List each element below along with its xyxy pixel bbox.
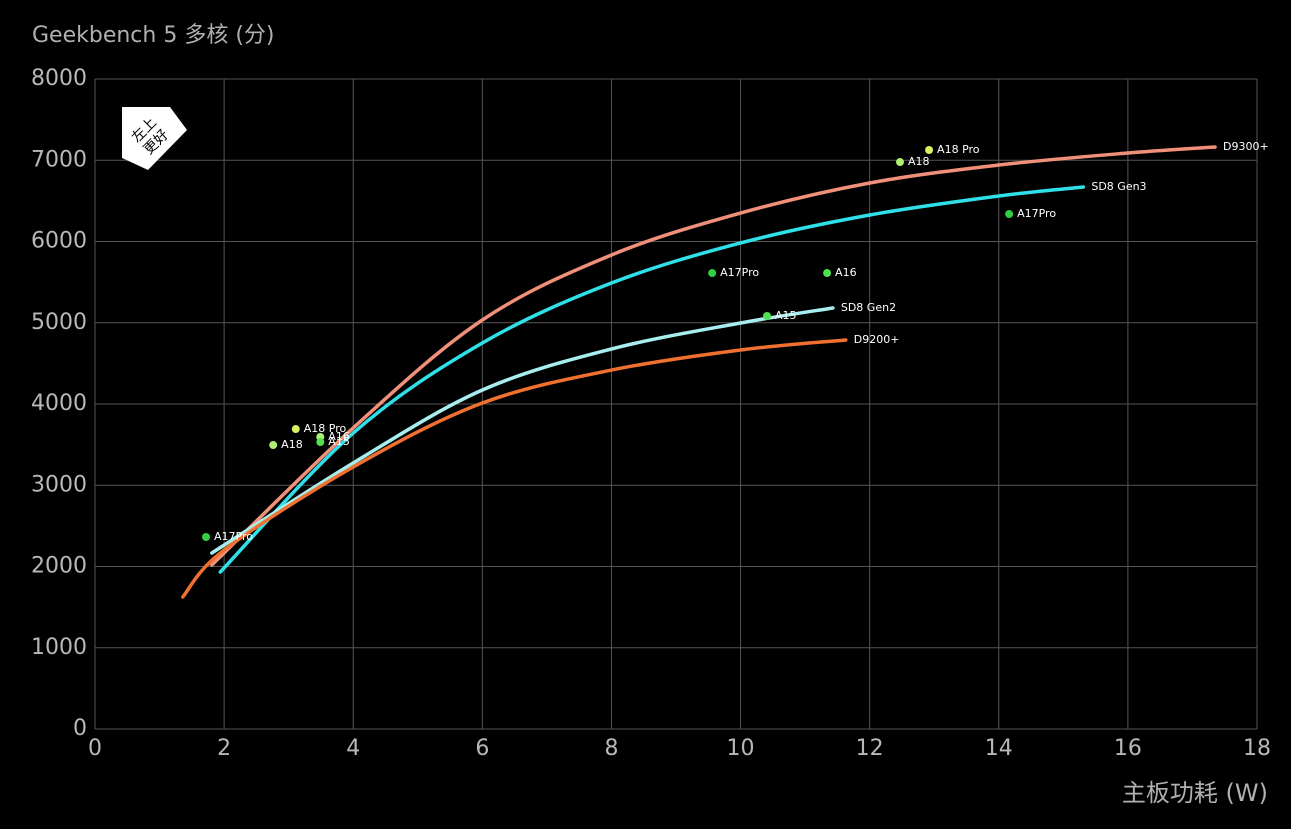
point-label: A18: [908, 155, 930, 168]
line: [210, 306, 835, 555]
point-label: A17Pro: [1017, 207, 1056, 220]
x-tick-label: 2: [217, 736, 231, 761]
series-label: D9200+: [854, 333, 900, 346]
series-label: SD8 Gen2: [841, 301, 896, 314]
point-label: A15: [775, 309, 797, 322]
line: [181, 338, 848, 599]
y-tick-label: 7000: [31, 147, 87, 172]
series-label: D9300+: [1223, 140, 1269, 153]
y-tick-label: 5000: [31, 310, 87, 335]
chart-title: Geekbench 5 多核 (分): [32, 23, 274, 48]
x-tick-label: 12: [856, 736, 884, 761]
x-tick-label: 0: [88, 736, 102, 761]
series-label: SD8 Gen3: [1091, 180, 1146, 193]
point: [708, 269, 717, 278]
x-axis-label: 主板功耗 (W): [1122, 779, 1268, 807]
point-label: A17Pro: [720, 266, 759, 279]
x-tick-label: 8: [604, 736, 618, 761]
point: [1005, 210, 1014, 219]
point: [823, 269, 832, 278]
x-tick-label: 10: [727, 736, 755, 761]
point: [316, 438, 325, 447]
point-label: A18: [281, 438, 303, 451]
y-tick-label: 0: [73, 716, 87, 741]
point-label: A18 Pro: [937, 143, 980, 156]
point-label: A15: [328, 435, 350, 448]
x-tick-label: 18: [1243, 736, 1271, 761]
point-label: A17Pro: [214, 530, 253, 543]
x-tick-label: 16: [1114, 736, 1142, 761]
point: [269, 441, 278, 450]
point-label: A18 Pro: [304, 422, 347, 435]
point: [896, 158, 905, 167]
y-tick-label: 2000: [31, 554, 87, 579]
x-tick-label: 6: [475, 736, 489, 761]
y-tick-label: 1000: [31, 635, 87, 660]
point-label: A16: [328, 430, 350, 443]
point-label: A16: [835, 266, 857, 279]
y-tick-label: 8000: [31, 66, 87, 91]
x-tick-label: 14: [985, 736, 1013, 761]
point: [291, 425, 300, 434]
x-tick-label: 4: [346, 736, 360, 761]
line: [210, 145, 1217, 567]
y-tick-label: 3000: [31, 472, 87, 497]
point: [202, 533, 211, 542]
y-tick-label: 6000: [31, 229, 87, 254]
badge-shape: [122, 107, 187, 170]
point: [763, 312, 772, 321]
point: [925, 146, 934, 155]
line: [218, 185, 1086, 574]
y-tick-label: 4000: [31, 391, 87, 416]
